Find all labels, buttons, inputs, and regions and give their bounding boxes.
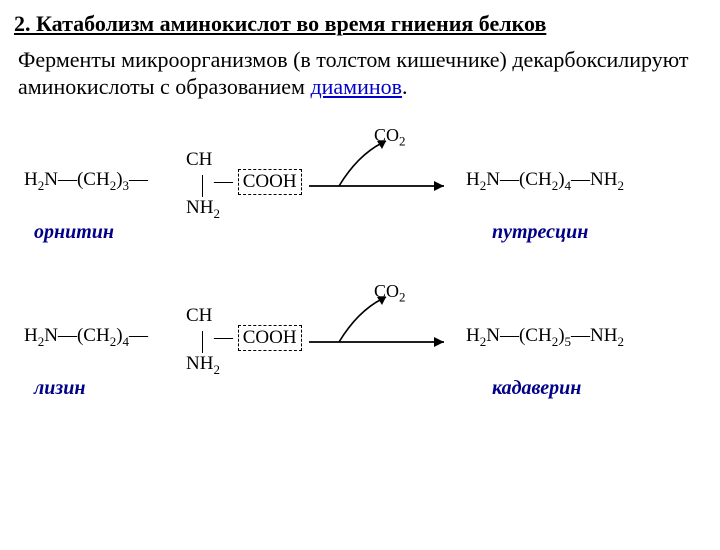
paragraph-highlight: диаминов <box>310 74 402 99</box>
cooh-group: — COOH <box>214 325 302 351</box>
reactant-label: орнитин <box>34 221 114 244</box>
reactant-formula: H2N—(CH2)3— <box>24 169 148 194</box>
reactant-formula: H2N—(CH2)4— <box>24 325 148 350</box>
reaction-arrow: CO2 <box>304 287 454 367</box>
product-formula: H2N—(CH2)4—NH2 <box>466 169 624 194</box>
reaction-ornithine: H2N—(CH2)3— CH NH2 — COOH орнитин CO2 H2… <box>14 127 706 257</box>
section-title: 2. Катаболизм аминокислот во время гниен… <box>14 10 706 38</box>
nh2-group: NH2 <box>186 353 220 378</box>
ch-group: CH <box>186 149 212 171</box>
product-label: кадаверин <box>492 377 581 400</box>
reaction-arrow: CO2 <box>304 131 454 211</box>
co2-label: CO2 <box>374 125 406 150</box>
product-formula: H2N—(CH2)5—NH2 <box>466 325 624 350</box>
ch-group: CH <box>186 305 212 327</box>
reaction-lysine: H2N—(CH2)4— CH NH2 — COOH лизин CO2 H2N—… <box>14 283 706 413</box>
reactant-label: лизин <box>34 377 85 400</box>
nh2-group: NH2 <box>186 197 220 222</box>
paragraph-suffix: . <box>402 74 408 99</box>
co2-label: CO2 <box>374 281 406 306</box>
product-label: путресцин <box>492 221 588 244</box>
intro-paragraph: Ферменты микроорганизмов (в толстом кише… <box>18 46 706 101</box>
vertical-bond <box>202 175 204 197</box>
cooh-group: — COOH <box>214 169 302 195</box>
vertical-bond <box>202 331 204 353</box>
